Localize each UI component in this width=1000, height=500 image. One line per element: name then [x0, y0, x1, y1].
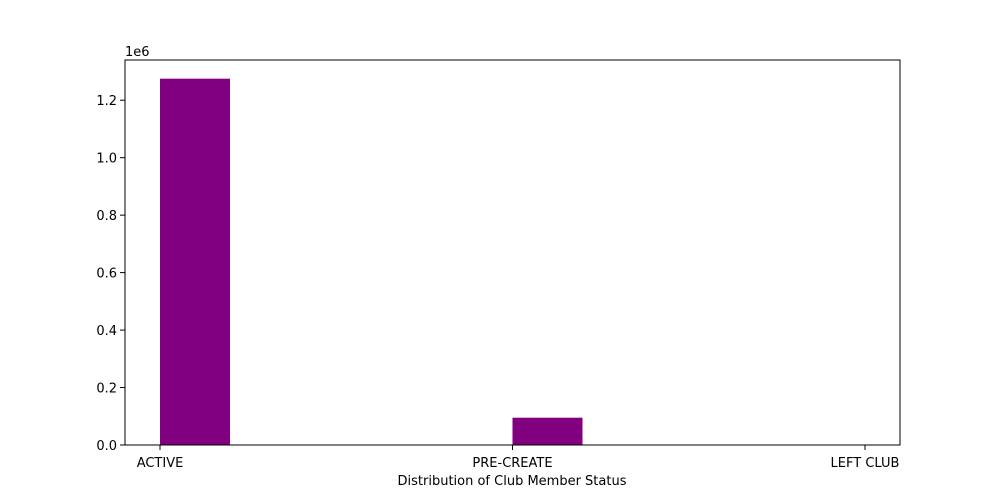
plot-frame — [124, 59, 901, 446]
x-axis: ACTIVE PRE-CREATE LEFT CLUB — [137, 445, 900, 471]
x-axis-label: Distribution of Club Member Status — [398, 474, 627, 489]
bar-active — [160, 78, 230, 445]
y-tick-label: 0.4 — [96, 324, 117, 339]
y-tick-label: 0.8 — [96, 209, 117, 224]
bar-pre-create — [512, 417, 583, 445]
plot-area — [160, 78, 583, 445]
y-tick-label: 0.6 — [96, 267, 117, 282]
x-tick-label: LEFT CLUB — [831, 456, 900, 471]
y-axis: 0.0 0.2 0.4 0.6 0.8 1.0 1.2 — [96, 94, 125, 454]
y-tick-label: 0.0 — [96, 439, 117, 454]
x-tick-label: PRE-CREATE — [472, 456, 552, 471]
y-tick-label: 1.2 — [96, 94, 117, 109]
y-offset-label: 1e6 — [125, 45, 150, 60]
y-tick-label: 1.0 — [96, 152, 117, 167]
x-tick-label: ACTIVE — [137, 456, 184, 471]
y-tick-label: 0.2 — [96, 382, 117, 397]
